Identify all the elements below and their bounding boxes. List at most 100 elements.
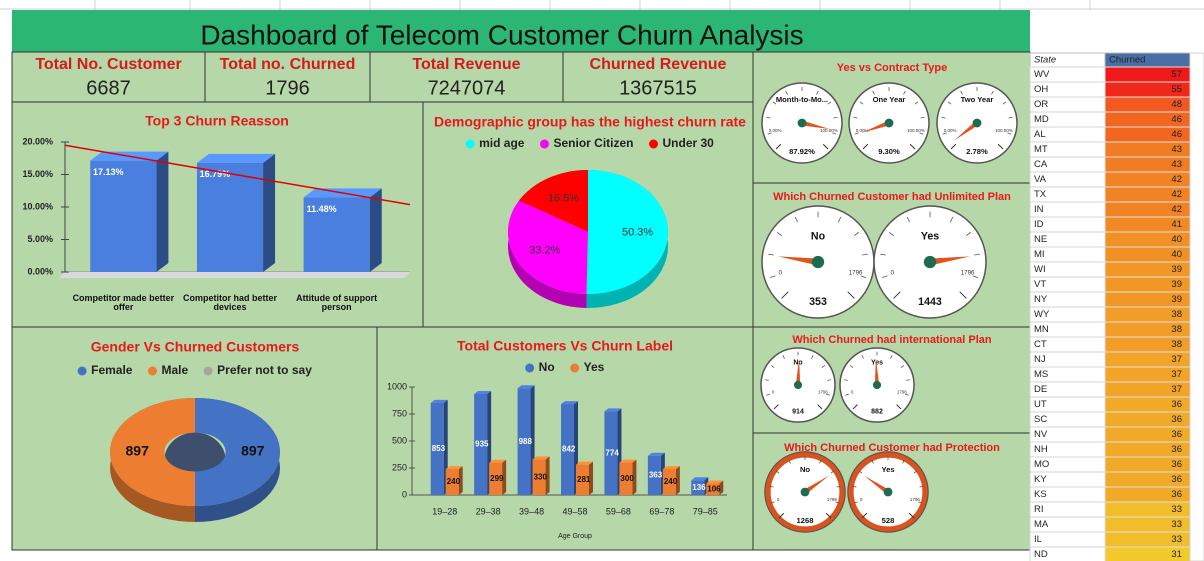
- bar: [561, 404, 574, 495]
- gauge-minor-tick: [888, 232, 894, 236]
- legend-label: Prefer not to say: [217, 363, 312, 377]
- gauge-minor-tick: [835, 501, 840, 504]
- bar-value-label: 363: [649, 471, 663, 480]
- bar-side: [589, 461, 593, 495]
- gauge-scale-label: 1796: [849, 270, 863, 277]
- gauge-minor-tick: [770, 501, 775, 504]
- gauge-minor-tick: [827, 101, 832, 105]
- state-name: IN: [1034, 204, 1044, 215]
- churn-count: 36: [1171, 414, 1182, 425]
- churn-count: 41: [1171, 219, 1182, 230]
- gauge-end-tick: [862, 143, 869, 150]
- gauge-minor-tick: [776, 232, 782, 236]
- gauge-end-tick: [773, 404, 779, 410]
- gauge-minor-tick: [845, 393, 849, 396]
- gauge-minor-tick: [767, 132, 772, 135]
- y-tick-label: 20.00%: [22, 136, 53, 146]
- bar-top: [576, 461, 593, 465]
- churn-count: 37: [1171, 354, 1182, 365]
- gauge-scale-label: 0: [779, 270, 783, 277]
- gauge-value: 353: [809, 296, 827, 308]
- title-bar: [12, 10, 1030, 52]
- gauge-end-tick: [847, 291, 855, 299]
- gauge-minor-tick: [811, 355, 814, 359]
- bar-top: [517, 385, 535, 389]
- gauge-scale-label: 0: [772, 389, 775, 394]
- legend-swatch: [649, 139, 659, 149]
- gauge-minor-tick: [906, 379, 910, 381]
- bar-side: [263, 153, 276, 272]
- kpi-value: 1367515: [619, 77, 697, 99]
- gauge-minor-tick: [974, 253, 980, 256]
- bar-value-label: 11.48%: [307, 204, 337, 214]
- state-name: KS: [1034, 489, 1047, 500]
- bar-value-label: 935: [475, 440, 489, 449]
- x-tick-label: Competitor had better devices: [182, 294, 277, 312]
- x-tick-label: 79–85: [693, 506, 718, 516]
- x-tick-label: 19–28: [432, 506, 457, 516]
- legend-swatch: [77, 366, 87, 376]
- bar-value-label: 988: [519, 437, 533, 446]
- churn-count: 36: [1171, 489, 1182, 500]
- state-name: DE: [1034, 384, 1047, 395]
- legend-label: No: [539, 360, 555, 374]
- gauge-minor-tick: [765, 379, 769, 381]
- gauge-value: 1443: [918, 296, 942, 308]
- state-name: ID: [1034, 219, 1044, 230]
- state-name: NJ: [1034, 354, 1046, 365]
- bar-top: [604, 408, 622, 412]
- gauge-minor-tick: [1007, 132, 1012, 135]
- bar: [604, 411, 618, 495]
- gauge-hub: [797, 118, 807, 128]
- gauge-rim: [848, 452, 928, 532]
- state-name: IL: [1034, 534, 1042, 545]
- state-name: OR: [1034, 99, 1048, 110]
- bar-value-label: 240: [447, 477, 461, 486]
- legend-label: Yes: [584, 360, 605, 374]
- churn-count: 33: [1171, 504, 1182, 515]
- gauge-panel-title: Which Churned Customer had Unlimited Pla…: [773, 191, 1011, 203]
- x-tick-label: 29–38: [476, 506, 501, 516]
- gauge-minor-tick: [960, 90, 963, 95]
- chart-floor: [59, 272, 410, 278]
- state-name: MO: [1034, 459, 1049, 470]
- state-name: WV: [1034, 69, 1050, 80]
- bar-side: [675, 466, 680, 495]
- gauge-minor-tick: [832, 132, 837, 135]
- chart-title: Demographic group has the highest churn …: [434, 114, 746, 130]
- gauge-minor-tick: [966, 232, 972, 236]
- x-tick-label-box: Attitude of support person: [296, 294, 377, 312]
- churn-count: 36: [1171, 474, 1182, 485]
- gauge-scale-label: 0: [851, 389, 854, 394]
- churn-count: 46: [1171, 129, 1182, 140]
- bar: [517, 388, 531, 495]
- gauge-minor-tick: [880, 253, 886, 256]
- gauge-minor-tick: [788, 459, 791, 464]
- state-name: NV: [1034, 429, 1048, 440]
- gauge-minor-tick: [785, 90, 788, 95]
- churn-count: 36: [1171, 444, 1182, 455]
- slice-value-label: 33.2%: [529, 245, 560, 257]
- gauge-end-tick: [825, 512, 832, 519]
- legend-swatch: [539, 139, 549, 149]
- kpi-label: Total Revenue: [412, 56, 520, 73]
- state-name: OH: [1034, 84, 1048, 95]
- bar: [430, 402, 444, 495]
- gauge-minor-tick: [794, 216, 799, 223]
- churn-count: 36: [1171, 429, 1182, 440]
- gauge-value: 87.92%: [789, 147, 815, 156]
- legend-label: Female: [91, 363, 133, 377]
- churn-count: 33: [1171, 534, 1182, 545]
- slice: [195, 398, 280, 506]
- chart-title: Total Customers Vs Churn Label: [457, 338, 673, 354]
- bar-side: [545, 456, 550, 495]
- bar-top: [619, 459, 637, 463]
- gauge-label: Yes: [871, 360, 883, 367]
- kpi-value: 7247074: [428, 77, 506, 99]
- sheet-gridlines: [0, 0, 1204, 10]
- gauge-minor-tick: [906, 216, 911, 223]
- slice: [110, 398, 195, 506]
- gauge-end-tick: [775, 143, 782, 150]
- gauge-label: Yes: [881, 465, 894, 474]
- y-tick-label: 500: [392, 435, 407, 445]
